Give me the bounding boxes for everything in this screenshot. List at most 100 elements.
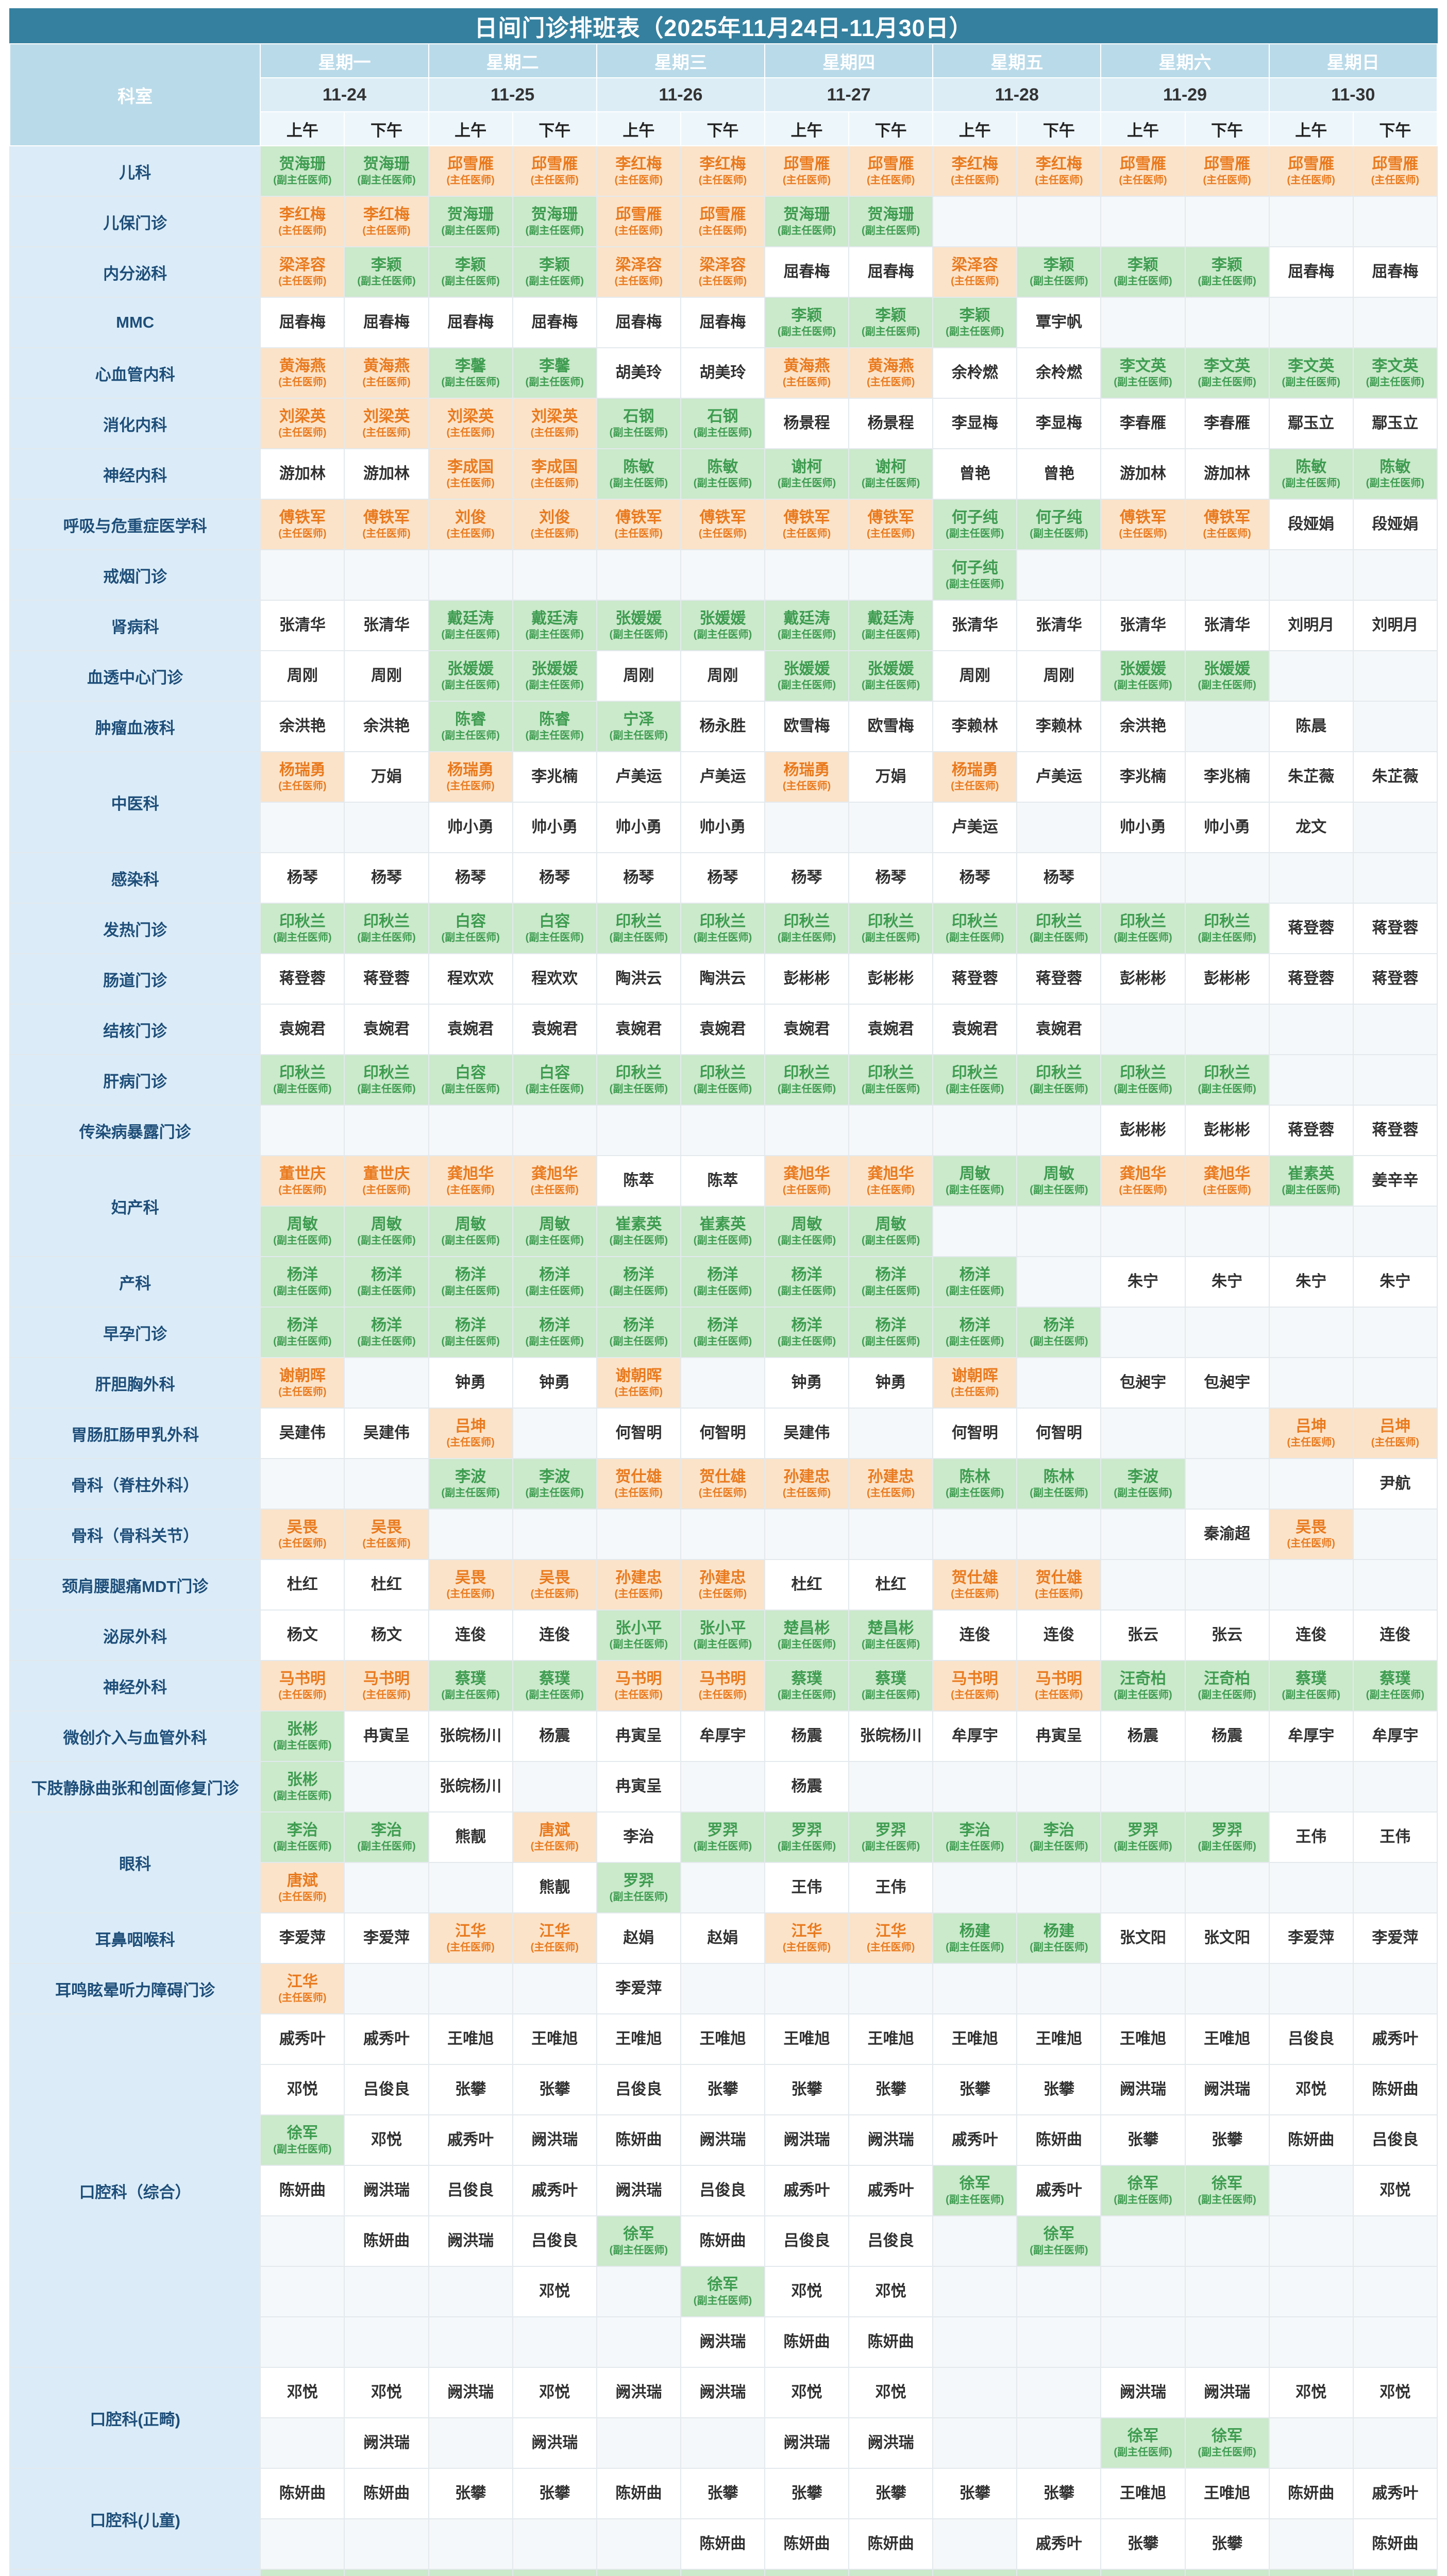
schedule-cell: 李显梅 (932, 398, 1018, 449)
schedule-cell: 李成国 (主任医师) (428, 448, 513, 500)
schedule-cell: 张东梅(副主任医师) (1352, 2569, 1438, 2576)
doctor-name: 印秋兰 (783, 912, 830, 930)
doctor-title-badge: (副主任医师) (525, 680, 584, 691)
schedule-cell: 王唯旭 (512, 2013, 597, 2065)
schedule-cell: 李红梅 (主任医师) (596, 145, 681, 197)
doctor-title-badge: (副主任医师) (1030, 1487, 1088, 1499)
doctor-name: 陈妍曲 (615, 2131, 662, 2148)
doctor-name: 张攀 (1127, 2535, 1158, 2552)
doctor-title-badge: (副主任医师) (946, 1184, 1004, 1196)
doctor-name: 吴建伟 (363, 1424, 410, 1442)
schedule-cell: 陈妍曲 (1352, 2518, 1438, 2570)
doctor-name: 印秋兰 (615, 1064, 662, 1081)
schedule-cell: 张东梅(副主任医师) (1100, 2569, 1186, 2576)
schedule-cell: 杨洋 (副主任医师) (596, 1256, 681, 1308)
doctor-title-badge: (主任医师) (782, 1184, 831, 1196)
doctor-name: 屈春梅 (279, 313, 326, 331)
doctor-name: 杨建 (959, 1922, 990, 1940)
doctor-title-badge: (副主任医师) (1030, 1336, 1088, 1348)
doctor-name: 蒋登蓉 (1372, 970, 1419, 987)
schedule-row: 妇产科 董世庆 (主任医师) 董世庆 (主任医师) 龚旭华 (主任医师) 龚旭华 (主任医师) 陈… (9, 1155, 1438, 1257)
dept-label: 骨科（脊柱外科） (9, 1458, 261, 1510)
dept-column-header: 科室 (9, 43, 261, 146)
schedule-cell: 杨琴 (1016, 852, 1102, 904)
schedule-cell-empty (344, 1963, 429, 2014)
doctor-name: 邓悦 (287, 2383, 318, 2401)
doctor-title-badge: (主任医师) (530, 1184, 579, 1196)
schedule-cell: 戚秀叶 (764, 2165, 850, 2216)
doctor-title-badge: (主任医师) (1287, 1538, 1335, 1550)
doctor-name: 卢美运 (699, 768, 746, 785)
dept-label: 耳鸣眩晕听力障碍门诊 (9, 1963, 261, 2014)
schedule-cell: 蒋登蓉 (1352, 1105, 1438, 1156)
doctor-title-badge: (副主任医师) (441, 276, 500, 287)
schedule-cell: 张攀 (764, 2064, 850, 2115)
doctor-name: 张清华 (363, 616, 410, 634)
schedule-cell: 贺海珊 (副主任医师) (344, 145, 429, 197)
doctor-name: 杨洋 (623, 1316, 654, 1334)
doctor-title-badge: (主任医师) (278, 377, 327, 388)
doctor-name: 蒋登蓉 (363, 970, 410, 987)
schedule-cell: 蒋登蓉 (344, 953, 429, 1005)
schedule-cell: 王唯旭 (1100, 2468, 1186, 2519)
schedule-cell: 李爱萍 (1268, 1912, 1354, 1964)
schedule-cell: 陈妍曲 (596, 2468, 681, 2519)
schedule-cell: 陈妍曲 (1016, 2114, 1102, 2166)
schedule-cell: 张彬 (副主任医师) (260, 1761, 345, 1812)
dept-label: 神经内科 (9, 448, 261, 500)
schedule-cell: 陈敏 (副主任医师) (680, 448, 766, 500)
schedule-cell-empty (1352, 1761, 1438, 1812)
doctor-title-badge: (主任医师) (614, 276, 663, 287)
schedule-cell: 卢美运 (680, 751, 766, 803)
doctor-name: 袁婉君 (1035, 1020, 1082, 1038)
doctor-name: 陈妍曲 (867, 2535, 914, 2552)
doctor-name: 程欢欢 (531, 970, 578, 987)
schedule-row: 泌尿外科 杨文 杨文 连俊 连俊 张小平 (副主任医师) 张小平 (副主任医师) 楚昌彬 (副主任医… (9, 1609, 1438, 1661)
doctor-name: 李文英 (1288, 357, 1335, 375)
schedule-cell: 龚旭华 (主任医师) (764, 1155, 850, 1207)
doctor-title-badge: (主任医师) (698, 276, 747, 287)
doctor-title-badge: (副主任医师) (357, 276, 416, 287)
doctor-name: 黄海燕 (279, 357, 326, 375)
schedule-row: 颈肩腰腿痛MDT门诊 杜红 杜红 吴畏 (主任医师) 吴畏 (主任医师) 孙建忠 (主任医师) 孙… (9, 1559, 1438, 1611)
doctor-name: 蒋登蓉 (279, 970, 326, 987)
doctor-name: 李治 (287, 1821, 318, 1839)
schedule-cell: 袁婉君 (680, 1004, 766, 1055)
schedule-cell: 邓悦 (1268, 2367, 1354, 2418)
schedule-cell-empty (1352, 1357, 1438, 1409)
doctor-name: 陈妍曲 (1372, 2080, 1419, 2098)
doctor-name: 蔡璞 (875, 1670, 906, 1687)
doctor-title-badge: (副主任医师) (862, 1841, 920, 1853)
doctor-name: 吴畏 (287, 1518, 318, 1536)
schedule-cell: 白容 (副主任医师) (512, 1054, 597, 1106)
doctor-name: 陈妍曲 (363, 2484, 410, 2502)
doctor-title-badge: (副主任医师) (441, 377, 500, 388)
doctor-title-badge: (主任医师) (446, 175, 495, 187)
doctor-name: 牟厚宇 (699, 1727, 746, 1744)
doctor-name: 张云 (1212, 1626, 1243, 1643)
dept-label: 心血管内科 (9, 347, 261, 399)
doctor-title-badge: (副主任医师) (1198, 680, 1256, 691)
schedule-cell: 张东梅(副主任医师) (1016, 2569, 1102, 2576)
doctor-name: 李显梅 (951, 414, 998, 432)
doctor-title-badge: (主任医师) (614, 1689, 663, 1701)
dept-label: 中医科 (9, 751, 261, 853)
doctor-name: 吴畏 (1295, 1518, 1327, 1536)
doctor-title-badge: (主任医师) (698, 1487, 747, 1499)
schedule-cell-empty (1268, 650, 1354, 702)
schedule-cell-empty (764, 549, 850, 601)
schedule-cell: 余洪艳 (344, 701, 429, 752)
schedule-cell-empty (260, 2518, 345, 2570)
doctor-name: 李馨 (539, 357, 570, 375)
doctor-name: 阙洪瑞 (1119, 2383, 1166, 2401)
doctor-name: 杨琴 (455, 869, 486, 886)
schedule-cell: 李颖 (副主任医师) (932, 297, 1018, 348)
schedule-cell: 周敏 (副主任医师) (428, 1206, 513, 1257)
schedule-row: 肠道门诊 蒋登蓉 蒋登蓉 程欢欢 程欢欢 陶洪云 陶洪云 彭彬彬 彭彬彬 蒋登蓉 蒋登蓉 彭彬彬 彭彬彬… (9, 953, 1438, 1005)
doctor-name: 王伟 (1295, 1828, 1327, 1845)
doctor-name: 杨瑞勇 (279, 761, 326, 778)
schedule-table: 科室 星期一 星期二 星期三 星期四 星期五 星期六 星期日 11-24 11-25 11-26 11… (9, 43, 1438, 2576)
schedule-row: 口腔科(儿童) 陈妍曲 陈妍曲 张攀 张攀 陈妍曲 张攀 张攀 张攀 张攀 张攀 王唯旭 王唯旭 陈妍曲戚… (9, 2468, 1438, 2570)
doctor-title-badge: (副主任医师) (1114, 932, 1172, 944)
doctor-title-badge: (副主任医师) (946, 326, 1004, 338)
